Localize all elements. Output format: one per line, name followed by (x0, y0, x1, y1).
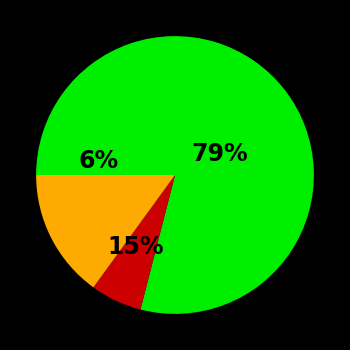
Text: 6%: 6% (78, 149, 119, 173)
Wedge shape (93, 175, 175, 309)
Wedge shape (36, 36, 314, 314)
Text: 15%: 15% (108, 235, 164, 259)
Wedge shape (36, 175, 175, 287)
Text: 79%: 79% (191, 142, 248, 166)
